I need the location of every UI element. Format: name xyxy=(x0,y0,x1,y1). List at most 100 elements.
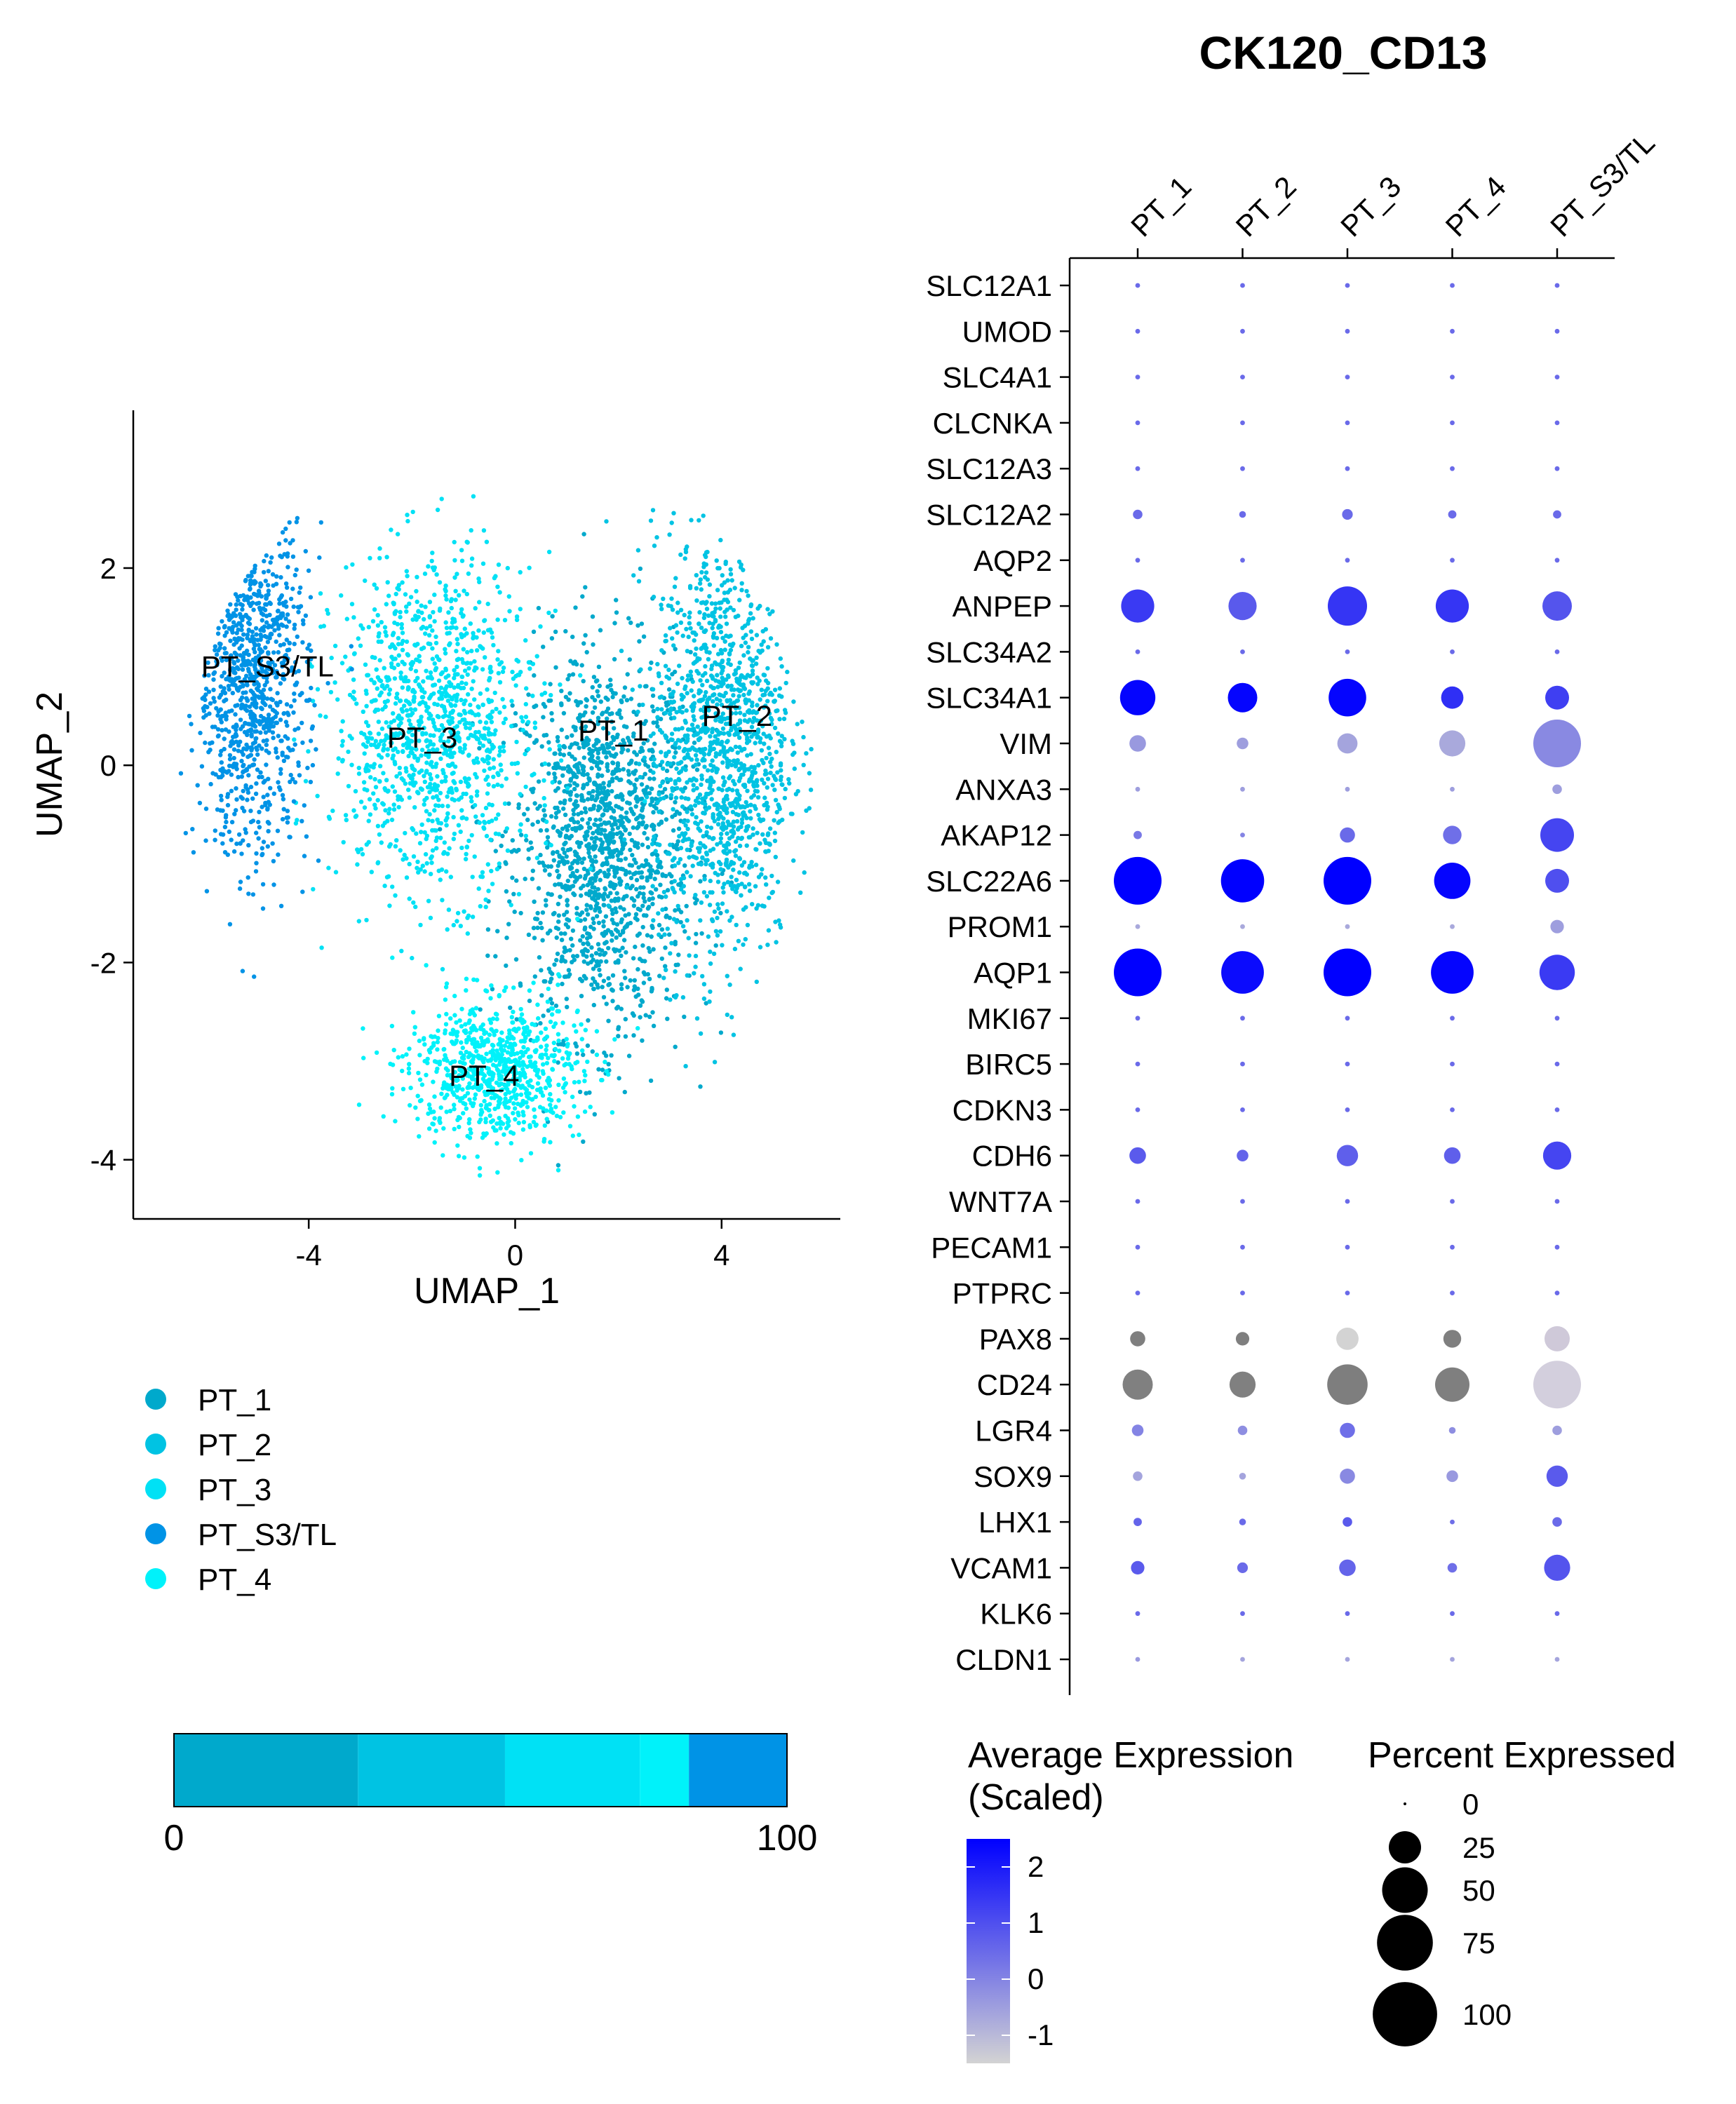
umap-point-0 xyxy=(605,762,610,767)
umap-point-0 xyxy=(704,1001,708,1006)
umap-point-3 xyxy=(189,748,194,753)
umap-point-1 xyxy=(754,906,759,911)
umap-point-2 xyxy=(494,867,500,872)
umap-point-1 xyxy=(685,870,689,875)
umap-point-1 xyxy=(772,699,777,704)
umap-point-2 xyxy=(523,751,527,757)
umap-point-2 xyxy=(466,783,471,788)
umap-point-1 xyxy=(673,727,678,732)
umap-point-2 xyxy=(505,848,511,854)
umap-point-1 xyxy=(683,1064,688,1069)
umap-point-1 xyxy=(768,770,773,776)
umap-point-1 xyxy=(700,758,705,763)
umap-point-2 xyxy=(397,765,402,771)
umap-point-2 xyxy=(377,832,382,837)
umap-point-2 xyxy=(447,846,452,851)
umap-point-1 xyxy=(709,917,715,922)
umap-point-1 xyxy=(724,859,729,865)
umap-point-3 xyxy=(284,624,289,629)
umap-point-1 xyxy=(751,826,755,831)
umap-point-0 xyxy=(581,973,587,979)
umap-point-0 xyxy=(647,949,652,955)
umap-point-1 xyxy=(668,626,673,630)
umap-point-2 xyxy=(325,607,330,613)
umap-point-1 xyxy=(709,666,714,671)
umap-point-2 xyxy=(431,683,436,688)
umap-point-3 xyxy=(261,795,266,800)
umap-point-0 xyxy=(574,741,579,746)
umap-point-1 xyxy=(751,793,757,798)
umap-point-1 xyxy=(728,567,733,572)
umap-point-0 xyxy=(628,760,633,765)
umap-point-0 xyxy=(588,924,593,929)
umap-point-2 xyxy=(455,664,459,669)
umap-point-3 xyxy=(260,774,264,780)
umap-point-0 xyxy=(581,641,586,646)
umap-point-1 xyxy=(708,748,713,754)
umap-point-2 xyxy=(507,609,512,614)
umap-point-1 xyxy=(746,645,751,649)
umap-point-1 xyxy=(675,610,680,615)
umap-point-3 xyxy=(349,644,354,649)
umap-point-2 xyxy=(432,619,437,624)
umap-point-0 xyxy=(616,1034,621,1039)
umap-point-0 xyxy=(559,959,564,964)
umap-point-1 xyxy=(711,779,716,784)
umap-point-2 xyxy=(469,687,474,692)
umap-point-1 xyxy=(687,621,692,626)
umap-point-0 xyxy=(552,771,557,776)
umap-point-2 xyxy=(542,681,547,686)
umap-point-1 xyxy=(749,724,755,729)
umap-point-0 xyxy=(570,826,575,832)
umap-point-3 xyxy=(234,623,239,628)
umap-point-2 xyxy=(466,838,471,844)
umap-point-1 xyxy=(707,999,712,1004)
umap-point-0 xyxy=(572,802,577,807)
umap-point-2 xyxy=(406,678,411,684)
umap-point-3 xyxy=(236,627,241,632)
umap-point-2 xyxy=(449,695,454,700)
umap-point-2 xyxy=(468,702,473,708)
umap-point-0 xyxy=(573,605,578,610)
umap-point-2 xyxy=(501,666,506,670)
umap-point-2 xyxy=(386,811,391,816)
umap-point-0 xyxy=(598,628,603,633)
umap-point-1 xyxy=(655,661,660,667)
umap-point-2 xyxy=(375,686,379,691)
umap-point-2 xyxy=(373,739,378,743)
umap-point-0 xyxy=(587,889,593,894)
umap-point-3 xyxy=(228,638,233,643)
umap-point-0 xyxy=(618,835,624,840)
umap-point-2 xyxy=(454,626,459,630)
umap-point-3 xyxy=(227,626,231,630)
umap-point-1 xyxy=(777,922,783,927)
umap-point-0 xyxy=(535,819,541,825)
umap-point-3 xyxy=(252,692,257,697)
umap-point-1 xyxy=(709,601,715,606)
umap-point-0 xyxy=(654,887,659,892)
umap-point-0 xyxy=(581,959,586,964)
umap-point-2 xyxy=(463,856,469,862)
umap-point-1 xyxy=(671,511,676,515)
umap-point-1 xyxy=(661,889,667,895)
umap-point-3 xyxy=(286,746,291,750)
umap-point-1 xyxy=(766,928,772,933)
umap-point-2 xyxy=(407,896,412,901)
umap-point-2 xyxy=(465,672,470,677)
umap-point-2 xyxy=(480,702,485,708)
umap-point-0 xyxy=(671,828,676,833)
umap-point-2 xyxy=(544,841,549,846)
umap-point-0 xyxy=(650,823,655,828)
umap-point-0 xyxy=(590,885,595,890)
umap-point-2 xyxy=(412,805,417,810)
umap-point-0 xyxy=(604,755,609,760)
umap-point-2 xyxy=(457,720,462,725)
umap-point-2 xyxy=(451,922,456,928)
umap-point-1 xyxy=(669,731,675,736)
umap-point-0 xyxy=(605,706,611,711)
umap-point-0 xyxy=(631,709,636,715)
umap-point-1 xyxy=(690,863,695,868)
umap-point-2 xyxy=(420,694,426,700)
umap-point-2 xyxy=(530,694,535,699)
umap-point-0 xyxy=(624,810,629,815)
